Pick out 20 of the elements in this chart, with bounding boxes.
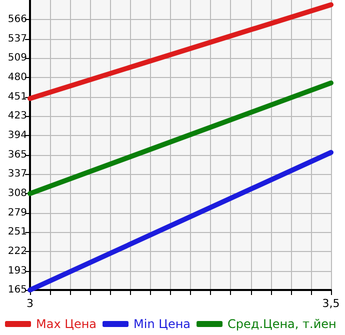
y-tick-label: 423 xyxy=(8,110,27,122)
x-tick-label: 3,5 xyxy=(322,297,340,310)
legend-label: Сред.Цена, т.йен xyxy=(228,317,336,331)
legend-label: Min Цена xyxy=(134,317,191,331)
y-tick-label: 279 xyxy=(8,208,27,219)
y-tick-label: 337 xyxy=(8,168,27,180)
y-tick-label: 394 xyxy=(8,130,27,142)
y-tick-label: 251 xyxy=(8,226,27,238)
y-tick-label: 365 xyxy=(8,150,27,161)
y-tick-label: 165 xyxy=(8,284,27,296)
y-tick-label: 537 xyxy=(8,34,27,45)
x-tick-label: 3 xyxy=(26,297,34,310)
y-tick-label: 222 xyxy=(8,246,27,258)
y-tick-label: 480 xyxy=(8,72,27,84)
y-tick-label: 566 xyxy=(8,14,27,26)
y-tick-label: 451 xyxy=(8,92,27,103)
legend-label: Max Цена xyxy=(36,317,97,331)
y-tick-label: 308 xyxy=(8,188,27,200)
y-tick-label: 193 xyxy=(8,266,27,277)
y-tick-label: 509 xyxy=(8,52,27,64)
